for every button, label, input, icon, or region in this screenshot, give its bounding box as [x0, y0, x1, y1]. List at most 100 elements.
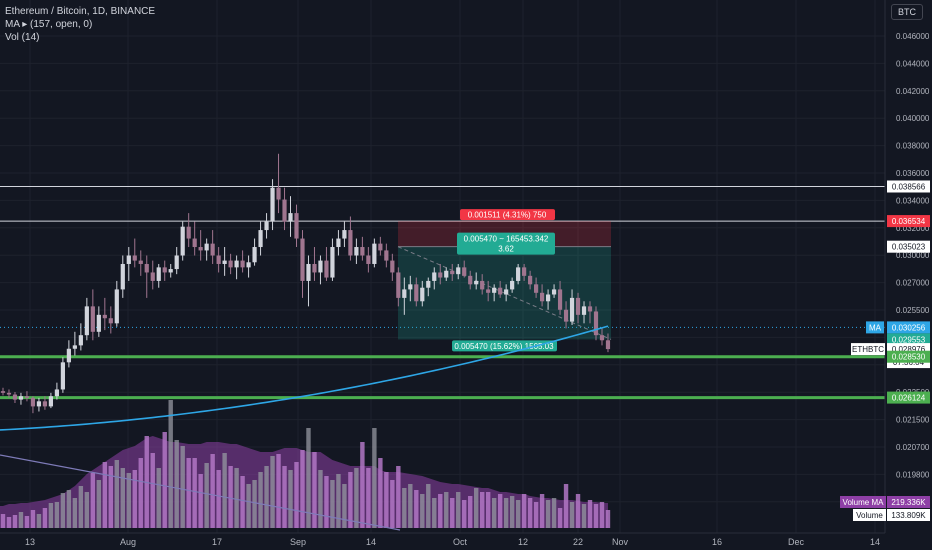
candle-body: [318, 260, 323, 273]
trend-lines[interactable]: [0, 454, 401, 531]
candle-body: [198, 247, 203, 251]
candle-body: [30, 397, 36, 407]
volume-bar: [330, 480, 335, 528]
candle-body: [366, 255, 371, 264]
candle-body: [432, 272, 437, 281]
volume-bar: [318, 470, 323, 528]
time-tick-label: 16: [712, 537, 722, 547]
volume-trendline: [0, 454, 401, 531]
candle-body: [414, 284, 419, 302]
volume-bar: [186, 458, 191, 528]
chart-grid: [0, 0, 885, 533]
candle-body: [294, 213, 299, 239]
candle-body: [6, 392, 12, 395]
volume-bar: [246, 484, 251, 528]
volume-indicator-label[interactable]: Vol (14): [5, 32, 40, 43]
candle-body: [132, 255, 137, 261]
candle-body: [539, 292, 545, 302]
candle-body: [60, 362, 65, 390]
volume-bar: [204, 463, 209, 528]
volume-bar: [605, 510, 611, 528]
volume-bar: [288, 470, 293, 528]
candle-body: [0, 391, 6, 393]
candle-body: [144, 263, 149, 273]
volume-bar: [599, 502, 605, 528]
short-position-tool[interactable]: 0.001511 (4.31%) 750 0.005470 ~ 165453.34…: [397, 209, 612, 352]
volume-bar: [462, 500, 467, 528]
volume-bar: [42, 508, 48, 528]
candle-body: [162, 267, 167, 273]
candle-body: [246, 262, 251, 268]
volume-bar: [96, 480, 102, 528]
candle-body: [396, 272, 401, 298]
candle-body: [522, 267, 527, 276]
volume-bar: [479, 492, 485, 528]
time-axis[interactable]: 13 Aug 17 Sep 14 Oct 12 22 Nov 16 Dec 14: [0, 532, 885, 547]
candle-body: [126, 255, 131, 264]
candle-body: [551, 289, 557, 295]
candle-body: [12, 394, 18, 400]
tag-volume-value-bg: [887, 509, 930, 521]
volume-bar: [372, 428, 377, 528]
chart-legend: Ethereum / Bitcoin, 1D, BINANCE MA ▸ (15…: [5, 5, 155, 44]
tag-volume-ma-label: Volume MA: [843, 498, 885, 507]
time-tick-label: Nov: [612, 537, 629, 547]
price-tick-label: 0.027000: [896, 279, 930, 288]
price-tick-label: 0.040000: [896, 114, 930, 123]
tag-volume-ma-value: 219.336K: [891, 498, 926, 507]
volume-bar: [497, 494, 503, 528]
currency-label: BTC: [898, 7, 916, 17]
tag-level-stop-bg: [887, 215, 930, 228]
candle-body: [516, 267, 521, 281]
volume-bar: [90, 473, 96, 528]
time-tick-label: 12: [518, 537, 528, 547]
price-tick-label: 0.021500: [896, 416, 930, 425]
candle-body: [474, 280, 479, 285]
tag-ma-label-bg: [866, 321, 884, 334]
symbol-title[interactable]: Ethereum / Bitcoin, 1D, BINANCE: [5, 6, 156, 17]
ma-path: [0, 325, 609, 431]
tag-ma-label: MA: [869, 323, 882, 332]
volume-bar: [533, 502, 539, 528]
volume-bar: [575, 494, 581, 528]
volume-bar: [24, 516, 30, 528]
ma-indicator-label[interactable]: MA ▸ (157, open, 0): [5, 19, 93, 30]
price-axis[interactable]: 0.046000 0.044000 0.042000 0.040000 0.038000…: [884, 0, 932, 550]
volume-bar: [222, 453, 227, 528]
tag-volume-label: Volume: [856, 511, 883, 520]
candle-body: [306, 263, 311, 281]
price-tags: 0.038566 0.036534 0.035023 0.030256 MA 0.0295…: [840, 180, 930, 521]
tag-support-high: 0.028530: [892, 353, 926, 362]
volume-bar: [515, 500, 521, 528]
tag-target: 0.029553: [892, 335, 926, 344]
tag-volume-ma-label-bg: [840, 496, 886, 508]
candle-body: [557, 289, 563, 310]
currency-button[interactable]: BTC: [891, 4, 923, 20]
candle-body: [486, 289, 491, 293]
time-tick-label: 13: [25, 537, 35, 547]
tag-support-low-bg: [887, 391, 930, 404]
candle-body: [114, 289, 119, 324]
candle-body: [66, 348, 71, 363]
candle-body: [569, 297, 575, 322]
position-diagonal: [397, 246, 612, 340]
candle-body: [444, 270, 449, 278]
ratio-label-line2: 3.62: [498, 245, 514, 254]
volume-bar: [258, 472, 263, 528]
volume-bar: [102, 462, 108, 528]
volume-bar: [426, 484, 431, 528]
candle-body: [605, 340, 611, 350]
volume-bar: [240, 476, 245, 528]
volume-bar: [503, 498, 509, 528]
ratio-label-bg: [457, 232, 555, 255]
time-tick-label: Sep: [290, 537, 306, 547]
candle-body: [354, 247, 359, 256]
volume-bar: [420, 494, 425, 528]
price-tick-label: 0.044000: [896, 59, 930, 68]
horizontal-levels[interactable]: [0, 185, 885, 400]
tag-entry-bg: [887, 240, 930, 253]
candle-body: [72, 345, 77, 349]
volume-bar: [521, 494, 527, 528]
volume-bar: [438, 494, 443, 528]
